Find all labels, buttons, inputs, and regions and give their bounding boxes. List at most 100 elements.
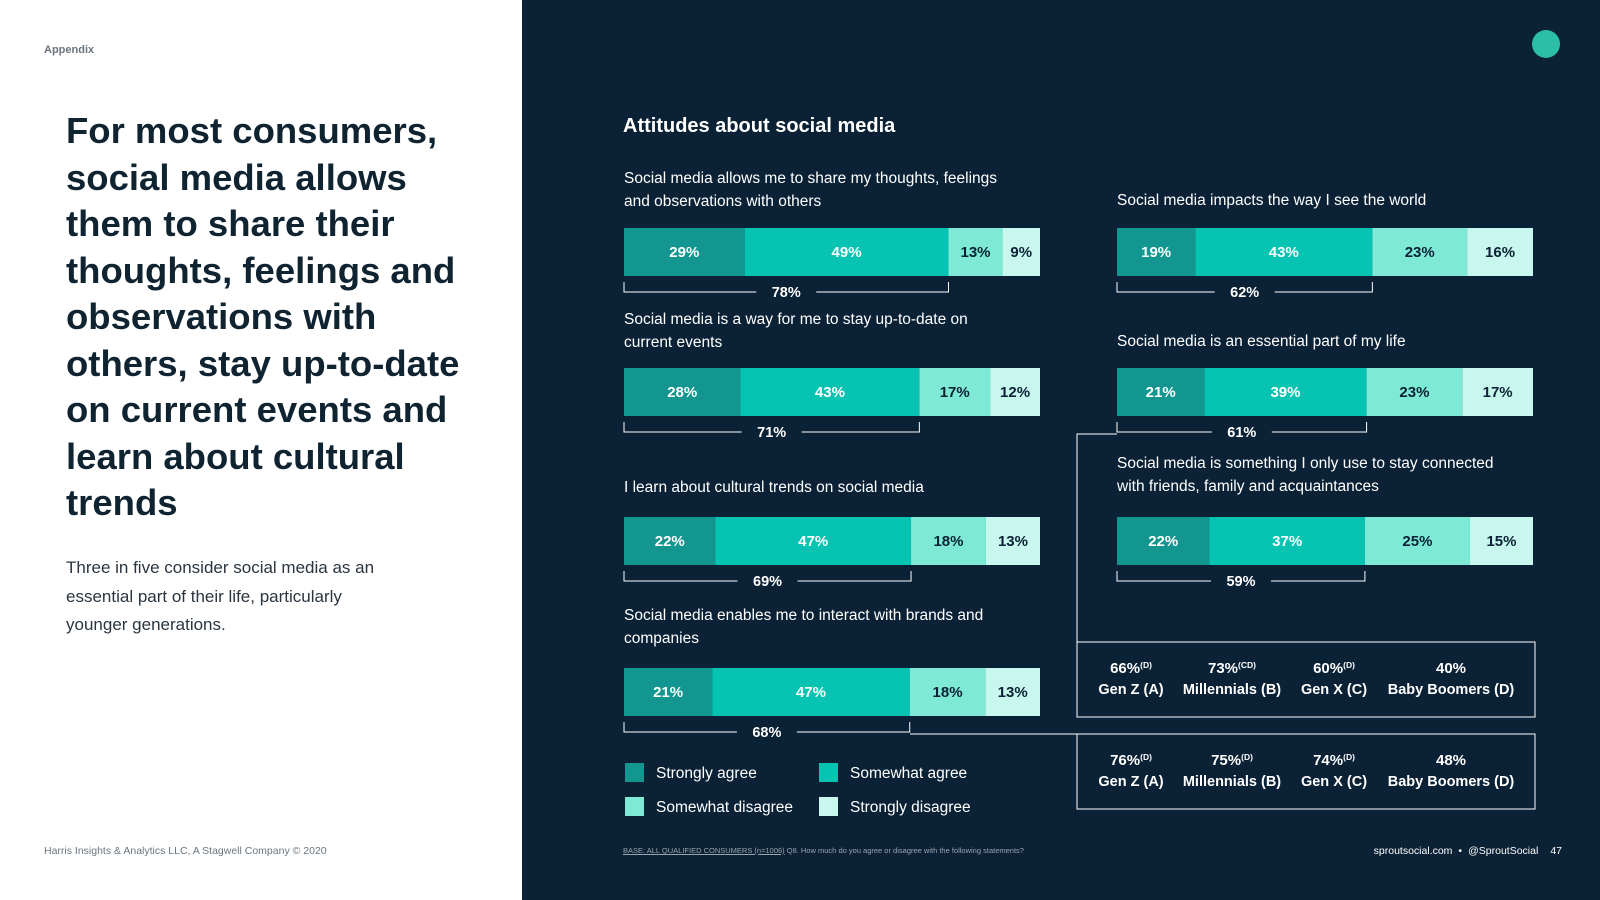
statement-label: Social media allows me to share my thoug… [624, 170, 997, 187]
segment-value-label: 43% [815, 384, 845, 401]
agree-bracket [623, 422, 920, 433]
bar-segment [1117, 368, 1205, 416]
bar-segment [1204, 368, 1367, 416]
left-panel: Appendix For most consumers, social medi… [0, 0, 522, 900]
legend-label: Somewhat disagree [656, 799, 793, 816]
base-note-prefix: BASE: ALL QUALIFIED CONSUMERS (n=1006) [623, 846, 785, 855]
statement-label: Social media is something I only use to … [1117, 455, 1494, 472]
segment-value-label: 21% [1146, 384, 1176, 401]
statement-label: Social media is an essential part of my … [1117, 333, 1406, 350]
generation-name: Gen X (C) [1301, 774, 1367, 790]
segment-value-label: 13% [998, 533, 1028, 550]
segment-value-label: 39% [1270, 384, 1300, 401]
legend-label: Strongly disagree [850, 799, 971, 816]
legend-swatch [819, 797, 838, 816]
footer-links: sproutsocial.com • @SproutSocial 47 [1368, 845, 1562, 857]
segment-value-label: 16% [1485, 244, 1515, 261]
generation-value: 73%(CD) [1208, 660, 1256, 677]
generation-value: 75%(D) [1211, 752, 1253, 769]
bar-segment [1117, 517, 1210, 565]
segment-value-label: 13% [998, 684, 1028, 701]
bar-segment [715, 517, 912, 565]
generation-name: Gen X (C) [1301, 682, 1367, 698]
generation-name: Millennials (B) [1183, 774, 1281, 790]
bar-segment [624, 228, 745, 276]
bar-segment [1469, 517, 1533, 565]
generation-value: 60%(D) [1313, 660, 1355, 677]
agree-total-label: 59% [1226, 574, 1255, 590]
bar-segment [1366, 368, 1463, 416]
statement-label: current events [624, 334, 722, 351]
chart-panel [522, 0, 1600, 900]
generation-value: 74%(D) [1313, 752, 1355, 769]
segment-value-label: 15% [1486, 533, 1516, 550]
legend-swatch [819, 763, 838, 782]
bar-segment [909, 668, 986, 716]
bar-segment [712, 668, 910, 716]
segment-value-label: 29% [669, 244, 699, 261]
generation-name: Gen Z (A) [1098, 682, 1163, 698]
segment-value-label: 18% [933, 684, 963, 701]
agree-total-label: 61% [1227, 425, 1256, 441]
bar-segment [1364, 517, 1470, 565]
segment-value-label: 21% [653, 684, 683, 701]
statement-label: Social media impacts the way I see the w… [1117, 192, 1426, 209]
accent-dot-icon [1532, 30, 1560, 58]
page-subtext: Three in five consider social media as a… [66, 558, 375, 634]
bar-segment [624, 517, 716, 565]
bar-segment [911, 517, 986, 565]
bar-segment [1462, 368, 1533, 416]
copyright-note: Harris Insights & Analytics LLC, A Stagw… [44, 845, 327, 857]
segment-value-label: 22% [655, 533, 685, 550]
segment-value-label: 13% [961, 244, 991, 261]
statement-label: Social media enables me to interact with… [624, 607, 983, 624]
footer-handle-link[interactable]: @SproutSocial [1468, 845, 1539, 857]
generation-name: Gen Z (A) [1098, 774, 1163, 790]
connector-line [1076, 433, 1117, 642]
bar-segment [740, 368, 920, 416]
bar-segment [1195, 228, 1373, 276]
bar-segment [1002, 228, 1040, 276]
statement-label: companies [624, 630, 699, 647]
footer-site-link[interactable]: sproutsocial.com [1373, 845, 1453, 857]
generation-value: 48% [1436, 752, 1466, 769]
agree-bracket [623, 571, 912, 582]
agree-bracket [623, 722, 911, 733]
generation-value: 76%(D) [1110, 752, 1152, 769]
legend-label: Strongly agree [656, 765, 757, 782]
bar-segment [1467, 228, 1533, 276]
segment-value-label: 22% [1148, 533, 1178, 550]
segment-value-label: 23% [1399, 384, 1429, 401]
bar-segment [1209, 517, 1365, 565]
segment-value-label: 25% [1402, 533, 1432, 550]
generation-value: 40% [1436, 660, 1466, 677]
generation-value: 66%(D) [1110, 660, 1152, 677]
agree-total-label: 71% [757, 425, 786, 441]
segment-value-label: 18% [933, 533, 963, 550]
statement-label: Social media is a way for me to stay up-… [624, 311, 968, 328]
agree-total-label: 62% [1230, 285, 1259, 301]
bar-segment [985, 668, 1040, 716]
segment-value-label: 49% [832, 244, 862, 261]
segment-value-label: 43% [1269, 244, 1299, 261]
segment-value-label: 12% [1000, 384, 1030, 401]
statement-label: I learn about cultural trends on social … [624, 479, 924, 496]
agree-total-label: 69% [753, 574, 782, 590]
generation-name: Millennials (B) [1183, 682, 1281, 698]
agree-bracket [1116, 571, 1366, 582]
segment-value-label: 47% [798, 533, 828, 550]
base-note-question: Q8. How much do you agree or disagree wi… [784, 846, 1024, 855]
generation-name: Baby Boomers (D) [1388, 774, 1515, 790]
agree-bracket [623, 282, 949, 293]
statement-label: with friends, family and acquaintances [1116, 478, 1379, 495]
segment-value-label: 17% [940, 384, 970, 401]
segment-value-label: 9% [1010, 244, 1032, 261]
section-label: Appendix [44, 44, 95, 56]
segment-value-label: 23% [1405, 244, 1435, 261]
bar-segment [990, 368, 1040, 416]
page-headline: For most consumers, social media allows … [66, 110, 460, 523]
bar-segment [985, 517, 1040, 565]
segment-value-label: 17% [1483, 384, 1513, 401]
generation-name: Baby Boomers (D) [1388, 682, 1515, 698]
